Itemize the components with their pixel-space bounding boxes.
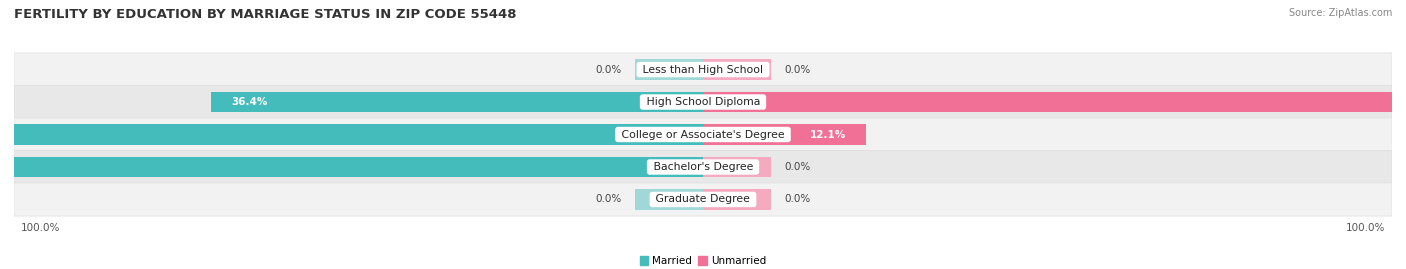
Bar <box>636 59 703 80</box>
Text: FERTILITY BY EDUCATION BY MARRIAGE STATUS IN ZIP CODE 55448: FERTILITY BY EDUCATION BY MARRIAGE STATU… <box>14 8 516 21</box>
Text: College or Associate's Degree: College or Associate's Degree <box>619 129 787 140</box>
Text: Bachelor's Degree: Bachelor's Degree <box>650 162 756 172</box>
Bar <box>703 157 770 177</box>
Bar <box>0 125 703 144</box>
FancyBboxPatch shape <box>14 86 1392 119</box>
Text: 12.1%: 12.1% <box>810 129 846 140</box>
Text: 0.0%: 0.0% <box>596 194 621 204</box>
Text: 0.0%: 0.0% <box>596 65 621 75</box>
FancyBboxPatch shape <box>14 118 1392 151</box>
Text: Graduate Degree: Graduate Degree <box>652 194 754 204</box>
Legend: Married, Unmarried: Married, Unmarried <box>636 252 770 269</box>
Text: 0.0%: 0.0% <box>785 194 810 204</box>
Text: Less than High School: Less than High School <box>640 65 766 75</box>
FancyBboxPatch shape <box>14 53 1392 86</box>
Text: Source: ZipAtlas.com: Source: ZipAtlas.com <box>1288 8 1392 18</box>
Bar <box>636 189 703 210</box>
Bar <box>211 92 703 112</box>
Text: 100.0%: 100.0% <box>1346 223 1385 233</box>
Bar <box>703 125 866 144</box>
FancyBboxPatch shape <box>14 183 1392 216</box>
Text: High School Diploma: High School Diploma <box>643 97 763 107</box>
FancyBboxPatch shape <box>14 150 1392 183</box>
Text: 0.0%: 0.0% <box>785 65 810 75</box>
Bar <box>703 92 1406 112</box>
Text: 100.0%: 100.0% <box>21 223 60 233</box>
Bar <box>703 189 770 210</box>
Bar <box>703 59 770 80</box>
Text: 36.4%: 36.4% <box>232 97 269 107</box>
Bar <box>0 157 703 177</box>
Text: 0.0%: 0.0% <box>785 162 810 172</box>
